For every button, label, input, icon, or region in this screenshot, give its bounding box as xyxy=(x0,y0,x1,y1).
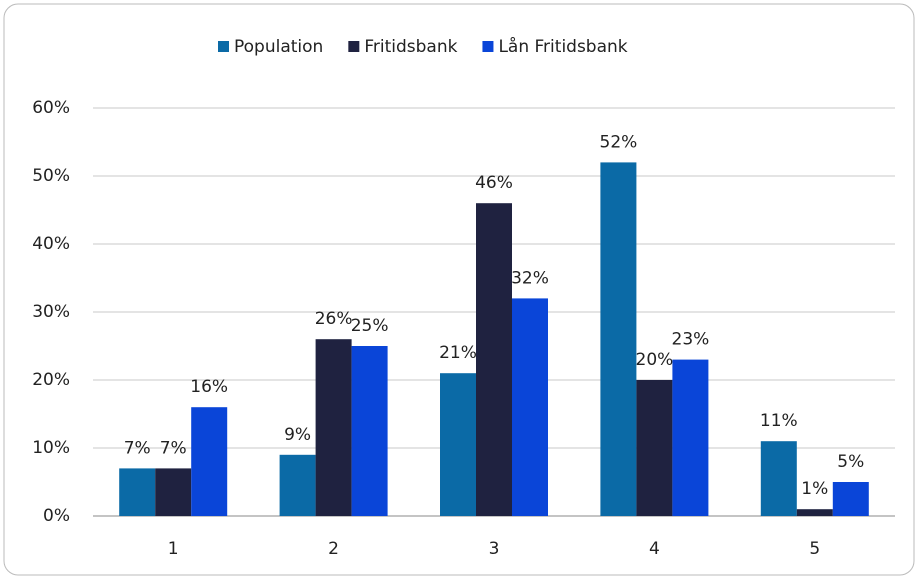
bar xyxy=(832,482,869,516)
legend-label: Population xyxy=(234,37,323,57)
value-label: 23% xyxy=(672,330,710,350)
y-tick-label: 30% xyxy=(32,302,70,322)
value-label: 9% xyxy=(284,425,311,445)
legend-label: Lån Fritidsbank xyxy=(498,36,627,57)
legend-label: Fritidsbank xyxy=(364,37,457,57)
bar xyxy=(796,509,833,516)
bar xyxy=(760,441,797,516)
bar xyxy=(512,298,548,516)
bar xyxy=(351,346,388,516)
value-label: 21% xyxy=(439,343,477,363)
x-tick-label: 4 xyxy=(649,539,660,559)
x-tick-label: 1 xyxy=(168,539,179,559)
bar xyxy=(636,380,673,516)
value-label: 46% xyxy=(475,173,513,193)
legend-swatch xyxy=(482,41,494,52)
value-label: 25% xyxy=(351,316,389,336)
y-tick-label: 0% xyxy=(43,506,70,526)
y-tick-label: 20% xyxy=(32,370,70,390)
value-label: 20% xyxy=(636,350,674,370)
value-label: 7% xyxy=(160,438,187,458)
bar xyxy=(191,407,228,516)
x-tick-label: 2 xyxy=(328,539,339,559)
value-label: 7% xyxy=(124,438,151,458)
bar xyxy=(672,359,709,516)
value-label: 16% xyxy=(190,377,228,397)
y-tick-label: 60% xyxy=(32,98,70,118)
bar xyxy=(279,454,316,516)
value-label: 32% xyxy=(511,268,549,288)
bar xyxy=(315,339,352,516)
value-label: 52% xyxy=(600,132,638,152)
bar xyxy=(476,203,512,516)
y-tick-label: 40% xyxy=(32,234,70,254)
value-label: 26% xyxy=(315,309,353,329)
x-tick-label: 3 xyxy=(489,539,500,559)
bar xyxy=(155,468,192,516)
x-tick-label: 5 xyxy=(809,539,820,559)
value-label: 1% xyxy=(801,479,828,499)
legend-swatch xyxy=(218,41,229,52)
value-label: 5% xyxy=(837,452,864,472)
bar xyxy=(600,162,637,516)
value-label: 11% xyxy=(760,411,798,431)
bar xyxy=(440,373,476,516)
y-tick-label: 10% xyxy=(32,438,70,458)
y-tick-label: 50% xyxy=(32,166,70,186)
legend-swatch xyxy=(348,41,360,52)
bar xyxy=(119,468,156,516)
